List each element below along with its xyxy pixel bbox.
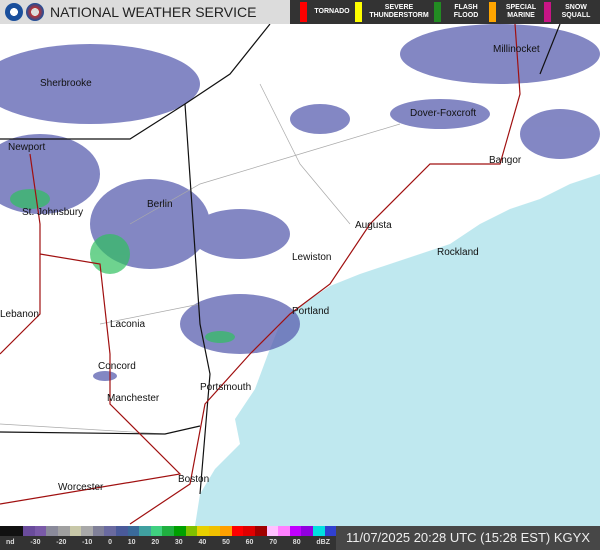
scale-color [104, 526, 116, 536]
scale-color [185, 526, 198, 536]
warning-swatch [544, 2, 551, 22]
scale-tick: 10 [127, 539, 136, 546]
scale-color [231, 526, 244, 536]
warning-swatch [300, 2, 307, 22]
scale-color [313, 526, 325, 536]
ocean [195, 174, 600, 526]
scale-color [115, 526, 128, 536]
city-label: Berlin [147, 199, 173, 210]
scale-color [324, 526, 337, 536]
scale-color [11, 526, 24, 536]
city-label: Newport [8, 142, 45, 153]
city-label: St. Johnsbury [22, 207, 83, 218]
city-label: Portland [292, 306, 329, 317]
city-label: Lebanon [0, 309, 39, 320]
color-scale [0, 526, 337, 536]
scale-color [197, 526, 209, 536]
scale-color [34, 526, 47, 536]
warning-type: TORNADO [300, 2, 351, 22]
scale-color [57, 526, 70, 536]
scale-tick: -20 [56, 539, 67, 546]
warning-type: FLASH FLOOD [434, 2, 485, 22]
scale-color [23, 526, 35, 536]
scale-color [278, 526, 290, 536]
scale-color [255, 526, 267, 536]
warning-type: SPECIAL MARINE [489, 2, 540, 22]
scale-tick: dBZ [316, 539, 330, 546]
city-label: Rockland [437, 247, 479, 258]
scale-color [92, 526, 105, 536]
warning-label: FLASH FLOOD [453, 4, 479, 19]
scale-tick: 70 [269, 539, 278, 546]
nws-logo-icon [26, 3, 44, 21]
radar-echoes [0, 24, 600, 381]
scale-color [243, 526, 256, 536]
timestamp: 11/07/2025 20:28 UTC (15:28 EST) KGYX [336, 526, 600, 550]
scale-color [81, 526, 93, 536]
reflectivity-legend: nd -30 -20 -10 0 10 20 30 40 50 60 70 80 dBZ [0, 526, 337, 550]
highways [0, 24, 521, 525]
scale-color [266, 526, 279, 536]
scale-tick: 40 [198, 539, 207, 546]
scale-tick: -30 [30, 539, 41, 546]
city-label: Portsmouth [200, 382, 251, 393]
warning-label: SEVERE THUNDERSTORM [369, 4, 429, 19]
page-title: NATIONAL WEATHER SERVICE [50, 4, 257, 20]
scale-color [301, 526, 314, 536]
noaa-logo-icon [5, 3, 23, 21]
city-label: Boston [178, 474, 209, 485]
scale-color [162, 526, 174, 536]
state-borders [0, 24, 561, 495]
scale-tick: 20 [151, 539, 160, 546]
radar-heavy-echoes [10, 189, 235, 343]
warning-label: SPECIAL MARINE [505, 4, 537, 19]
radar-map[interactable]: Millinocket Sherbrooke Dover-Foxcroft Newpo… [0, 24, 600, 526]
city-label: Concord [98, 361, 136, 372]
scale-color [289, 526, 302, 536]
warning-label: TORNADO [314, 8, 350, 15]
scale-color [173, 526, 186, 536]
scale-color [139, 526, 151, 536]
city-label: Manchester [107, 393, 160, 404]
city-label: Dover-Foxcroft [410, 108, 476, 119]
scale-tick: nd [6, 539, 15, 546]
scale-color [150, 526, 163, 536]
warning-swatch [434, 2, 441, 22]
scale-tick: 80 [292, 539, 301, 546]
scale-tick: 60 [245, 539, 254, 546]
scale-color [127, 526, 140, 536]
warning-swatch [355, 2, 362, 22]
scale-ticks: nd -30 -20 -10 0 10 20 30 40 50 60 70 80 dBZ [0, 536, 336, 550]
city-label: Laconia [110, 319, 145, 330]
warning-swatch [489, 2, 496, 22]
city-label: Bangor [489, 155, 522, 166]
warning-legend: TORNADO SEVERE THUNDERSTORM FLASH FLOOD SPE… [290, 0, 600, 24]
city-label: Lewiston [292, 252, 331, 263]
scale-color [0, 526, 12, 536]
city-label: Millinocket [493, 44, 540, 55]
scale-tick: 30 [174, 539, 183, 546]
warning-type: SEVERE THUNDERSTORM [355, 2, 430, 22]
city-label: Worcester [58, 482, 104, 493]
scale-color [220, 526, 232, 536]
scale-color [208, 526, 221, 536]
scale-tick: -10 [82, 539, 93, 546]
city-label: Augusta [355, 220, 392, 231]
scale-color [69, 526, 82, 536]
scale-color [46, 526, 58, 536]
warning-type: SNOW SQUALL [544, 2, 595, 22]
scale-tick: 0 [108, 539, 112, 546]
nws-branding: NATIONAL WEATHER SERVICE [0, 0, 290, 24]
scale-tick: 50 [222, 539, 230, 546]
county-borders [0, 83, 401, 435]
header: NATIONAL WEATHER SERVICE TORNADO SEVERE T… [0, 0, 600, 24]
city-label: Sherbrooke [40, 78, 92, 89]
warning-label: SNOW SQUALL [561, 4, 591, 19]
